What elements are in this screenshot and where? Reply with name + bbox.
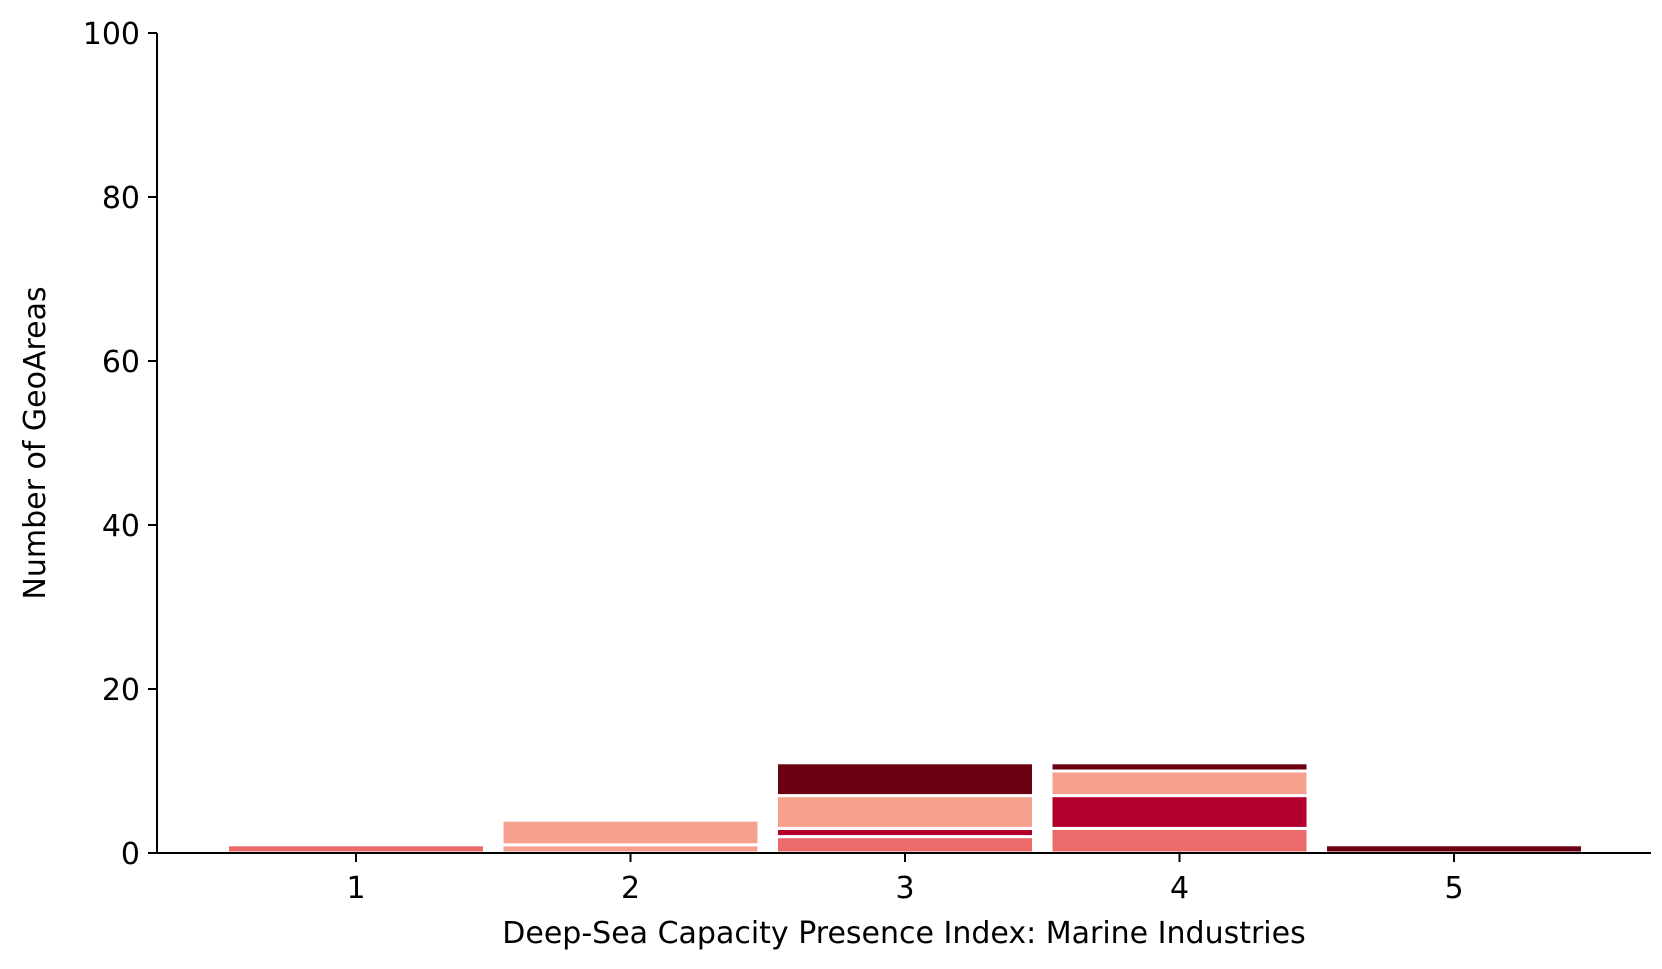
- y-tick-label: 100: [83, 17, 140, 52]
- y-tick-label: 0: [121, 837, 140, 872]
- bar-segment: [1049, 761, 1310, 773]
- x-tick-label: 4: [1170, 871, 1189, 906]
- bar-segment: [775, 835, 1035, 855]
- bar-segment: [1049, 826, 1310, 855]
- bar-segment: [775, 761, 1035, 798]
- bar-segment: [500, 818, 761, 847]
- bar-segment: [1049, 769, 1310, 798]
- x-tick-label: 3: [895, 871, 914, 906]
- x-ticks: 1 2 3 4 5: [346, 853, 1464, 906]
- y-tick-label: 20: [102, 673, 140, 708]
- y-tick-label: 60: [102, 345, 140, 380]
- y-ticks: 0 20 40 60 80 100: [83, 17, 157, 872]
- y-tick-label: 40: [102, 509, 140, 544]
- bars-layer: [226, 761, 1584, 855]
- bar-segment: [775, 794, 1035, 830]
- bar-segment: [1324, 843, 1584, 855]
- y-axis-title: Number of GeoAreas: [18, 286, 53, 599]
- bar-segment: [226, 843, 486, 855]
- x-tick-label: 1: [346, 871, 365, 906]
- x-tick-label: 2: [621, 871, 640, 906]
- x-axis-title: Deep-Sea Capacity Presence Index: Marine…: [502, 916, 1305, 951]
- bar-segment: [1049, 794, 1310, 830]
- y-tick-label: 80: [102, 181, 140, 216]
- x-tick-label: 5: [1444, 871, 1463, 906]
